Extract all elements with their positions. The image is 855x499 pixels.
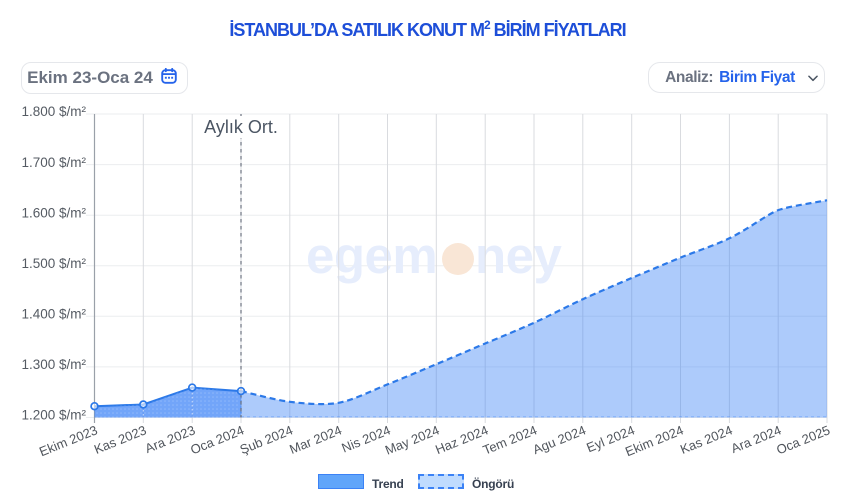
svg-text:Tem 2024: Tem 2024: [481, 422, 540, 457]
svg-text:1.600 $/m²: 1.600 $/m²: [21, 205, 86, 220]
svg-text:Oca 2024: Oca 2024: [188, 422, 246, 457]
svg-text:1.200 $/m²: 1.200 $/m²: [21, 408, 86, 423]
svg-text:Oca 2025: Oca 2025: [774, 422, 832, 457]
svg-text:Kas 2024: Kas 2024: [678, 422, 735, 456]
svg-text:Şub 2024: Şub 2024: [238, 422, 295, 457]
svg-text:Ara 2023: Ara 2023: [143, 422, 198, 456]
svg-text:1.500 $/m²: 1.500 $/m²: [21, 256, 86, 271]
svg-text:1.400 $/m²: 1.400 $/m²: [21, 307, 86, 322]
svg-text:1.700 $/m²: 1.700 $/m²: [21, 155, 86, 170]
svg-text:May 2024: May 2024: [383, 422, 442, 457]
svg-text:1.300 $/m²: 1.300 $/m²: [21, 357, 86, 372]
svg-text:ney: ney: [475, 227, 563, 284]
svg-text:egem: egem: [306, 227, 437, 284]
svg-text:Kas 2023: Kas 2023: [92, 422, 149, 456]
svg-text:Mar 2024: Mar 2024: [287, 422, 344, 456]
svg-text:Aylık Ort.: Aylık Ort.: [204, 117, 278, 137]
svg-text:Haz 2024: Haz 2024: [433, 422, 490, 457]
svg-text:Agu 2024: Agu 2024: [531, 422, 588, 457]
svg-text:1.800 $/m²: 1.800 $/m²: [21, 104, 86, 119]
svg-text:Ekim 2023: Ekim 2023: [37, 422, 100, 459]
svg-text:Ara 2024: Ara 2024: [729, 422, 784, 456]
